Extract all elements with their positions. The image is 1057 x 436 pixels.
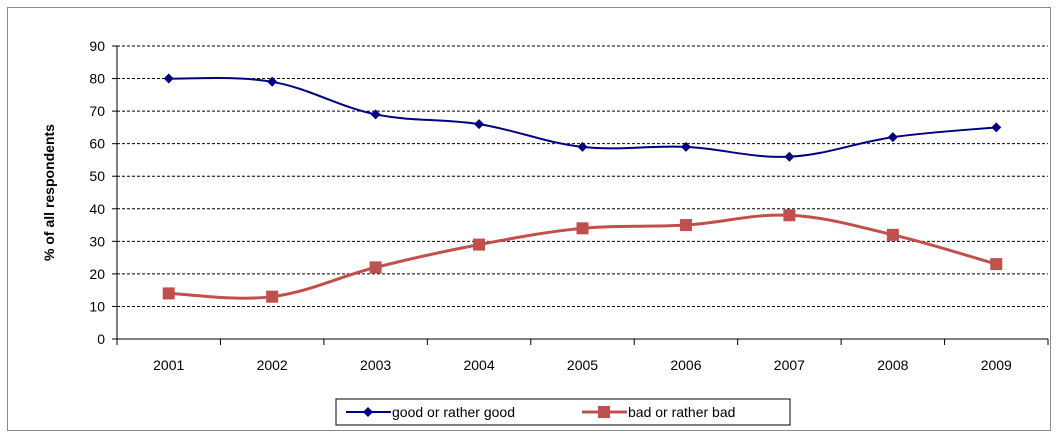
axes: [116, 46, 1049, 345]
x-tick-label: 2001: [153, 357, 184, 373]
data-point: [162, 287, 175, 300]
data-point: [267, 76, 278, 87]
y-tick-label: 20: [89, 266, 105, 282]
data-point: [783, 209, 796, 222]
y-tick-label: 50: [89, 168, 105, 184]
data-point: [370, 109, 381, 120]
y-tick-label: 10: [89, 298, 105, 314]
legend-box: [335, 398, 791, 426]
x-tick-label: 2007: [774, 357, 805, 373]
data-point: [473, 238, 486, 251]
y-tick-labels: 0 10 20 30 40 50 60 70 80 90: [89, 38, 105, 347]
data-point: [784, 151, 795, 162]
data-point: [474, 119, 485, 130]
x-tick-label: 2006: [670, 357, 701, 373]
y-tick-label: 90: [89, 38, 105, 54]
series-bad: [162, 209, 1003, 303]
y-tick-label: 30: [89, 233, 105, 249]
data-point: [886, 228, 899, 241]
y-axis-label: % of all respondents: [41, 124, 57, 261]
data-point: [266, 290, 279, 303]
gridlines: [112, 45, 1048, 340]
legend-label: bad or rather bad: [628, 404, 735, 420]
data-point: [576, 222, 589, 235]
legend-marker: [363, 407, 373, 417]
data-point: [163, 73, 174, 84]
x-tick-label: 2004: [463, 357, 494, 373]
y-tick-label: 0: [97, 331, 105, 347]
data-point: [369, 261, 382, 274]
legend-marker: [598, 406, 610, 418]
data-point: [991, 122, 1002, 133]
y-tick-label: 70: [89, 103, 105, 119]
x-tick-label: 2003: [360, 357, 391, 373]
data-point: [577, 141, 588, 152]
data-point: [680, 141, 691, 152]
x-tick-label: 2008: [877, 357, 908, 373]
y-tick-label: 80: [89, 71, 105, 87]
legend: good or rather good bad or rather bad: [335, 398, 791, 426]
data-point: [887, 132, 898, 143]
legend-label: good or rather good: [392, 404, 515, 420]
x-tick-label: 2009: [981, 357, 1012, 373]
y-tick-label: 40: [89, 201, 105, 217]
x-tick-label: 2005: [567, 357, 598, 373]
data-point: [679, 219, 692, 232]
series-good: [163, 73, 1002, 162]
data-point: [990, 258, 1003, 271]
series-group: [162, 73, 1003, 303]
x-tick-label: 2002: [257, 357, 288, 373]
y-tick-label: 60: [89, 136, 105, 152]
x-tick-labels: 2001 2002 2003 2004 2005 2006 2007 2008 2009: [153, 357, 1012, 373]
